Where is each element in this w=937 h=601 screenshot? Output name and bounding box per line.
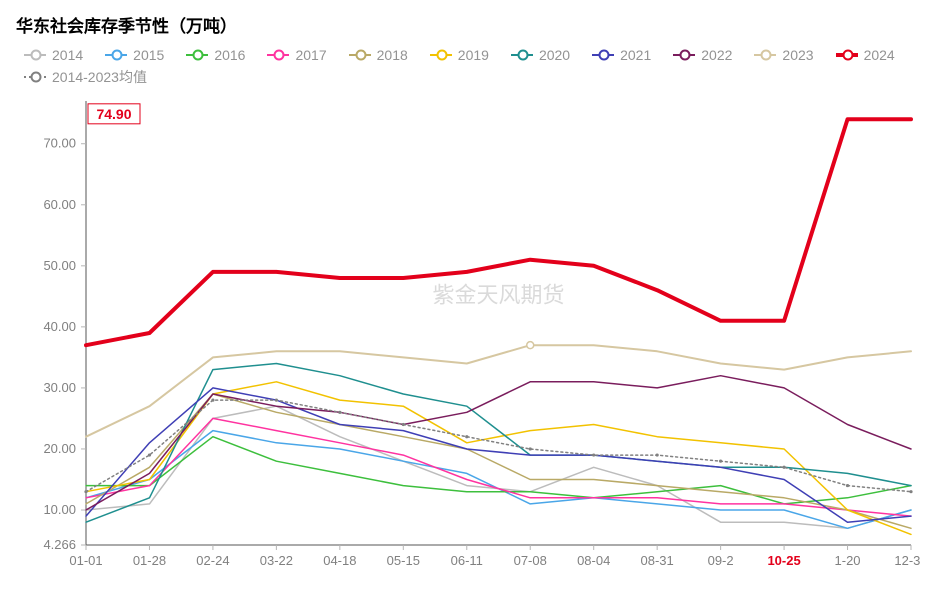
legend-item-2020[interactable]: 2020 — [511, 47, 570, 63]
legend-label-2018: 2018 — [377, 47, 408, 63]
x-tick-label: 03-22 — [260, 553, 293, 568]
y-tick-label: 10.00 — [43, 502, 76, 517]
legend-item-avg[interactable]: 2014-2023均值 — [24, 67, 147, 87]
legend-item-2022[interactable]: 2022 — [673, 47, 732, 63]
legend-label-2020: 2020 — [539, 47, 570, 63]
x-tick-label: 06-11 — [451, 553, 483, 568]
legend-item-2018[interactable]: 2018 — [349, 47, 408, 63]
legend-item-2016[interactable]: 2016 — [186, 47, 245, 63]
x-tick-label: 01-28 — [133, 553, 166, 568]
y-tick-label: 50.00 — [43, 258, 76, 273]
legend-swatch-2014 — [24, 50, 46, 60]
legend-swatch-2017 — [267, 50, 289, 60]
x-tick-label: 05-15 — [387, 553, 420, 568]
legend-label-2024: 2024 — [864, 47, 895, 63]
series-2023-marker — [527, 342, 534, 349]
x-tick-label: 08-31 — [641, 553, 674, 568]
legend-item-2023[interactable]: 2023 — [754, 47, 813, 63]
series-avg-dot — [148, 453, 151, 456]
legend-label-2014: 2014 — [52, 47, 83, 63]
y-tick-label: 20.00 — [43, 441, 76, 456]
legend-label-2015: 2015 — [133, 47, 164, 63]
y-tick-label: 70.00 — [43, 136, 76, 151]
legend-swatch-2021 — [592, 50, 614, 60]
series-avg-dot — [719, 460, 722, 463]
legend-item-2017[interactable]: 2017 — [267, 47, 326, 63]
x-tick-label: 01-01 — [69, 553, 102, 568]
legend-swatch-2015 — [105, 50, 127, 60]
legend-swatch-2019 — [430, 50, 452, 60]
series-avg-dot — [909, 490, 912, 493]
legend-item-2021[interactable]: 2021 — [592, 47, 651, 63]
series-2015 — [86, 431, 911, 529]
x-tick-label: 12-31 — [894, 553, 921, 568]
x-tick-label: 02-24 — [196, 553, 229, 568]
series-avg-dot — [529, 447, 532, 450]
line-chart-svg: 4.266 10.00 20.00 30.00 40.00 50.00 60.00 70.00… — [16, 95, 921, 575]
series-avg-dot — [592, 453, 595, 456]
series-avg-dot — [465, 435, 468, 438]
series-avg-dot — [211, 399, 214, 402]
y-tick-label: 60.00 — [43, 197, 76, 212]
y-tick-label: 30.00 — [43, 380, 76, 395]
watermark: 紫金天风期货 — [432, 282, 564, 307]
legend-swatch-2018 — [349, 50, 371, 60]
series-2018 — [86, 394, 911, 528]
legend-swatch-2016 — [186, 50, 208, 60]
series-avg-dot — [275, 399, 278, 402]
y-tick-label: 40.00 — [43, 319, 76, 334]
chart-area: 4.266 10.00 20.00 30.00 40.00 50.00 60.00 70.00… — [16, 95, 921, 575]
series-avg-dot — [402, 423, 405, 426]
series-avg-dot — [846, 484, 849, 487]
series-avg-dot — [84, 490, 87, 493]
legend-swatch-2023 — [754, 50, 776, 60]
x-tick-label: 10-25 — [767, 553, 800, 568]
legend-swatch-2022 — [673, 50, 695, 60]
legend-item-2014[interactable]: 2014 — [24, 47, 83, 63]
legend-item-2024[interactable]: 2024 — [836, 47, 895, 63]
series-2024 — [86, 119, 911, 345]
legend-label-2019: 2019 — [458, 47, 489, 63]
series-avg-dot — [338, 411, 341, 414]
y-tick-label: 4.266 — [43, 537, 76, 552]
legend-swatch-avg — [24, 72, 46, 82]
series-avg-dot — [656, 453, 659, 456]
legend-swatch-2020 — [511, 50, 533, 60]
series-2016 — [86, 437, 911, 504]
x-tick-label: 08-04 — [577, 553, 610, 568]
series-avg-dot — [782, 466, 785, 469]
x-tick-label: 07-08 — [514, 553, 547, 568]
legend-label-2021: 2021 — [620, 47, 651, 63]
x-tick-label: 04-18 — [323, 553, 356, 568]
x-tick-label: 1-20 — [835, 553, 861, 568]
series-avg — [86, 400, 911, 492]
legend-label-2017: 2017 — [295, 47, 326, 63]
legend-item-2019[interactable]: 2019 — [430, 47, 489, 63]
legend-label-2016: 2016 — [214, 47, 245, 63]
chart-title: 华东社会库存季节性（万吨） — [16, 12, 921, 37]
series-2021 — [86, 388, 911, 522]
legend-label-avg: 2014-2023均值 — [52, 67, 147, 87]
legend: 2014 2015 2016 2017 2018 2019 2020 2021 2022 2023… — [16, 47, 921, 87]
legend-label-2022: 2022 — [701, 47, 732, 63]
x-tick-label: 09-2 — [708, 553, 734, 568]
legend-label-2023: 2023 — [782, 47, 813, 63]
legend-swatch-2024 — [836, 50, 858, 60]
callout-value: 74.90 — [96, 106, 131, 122]
legend-item-2015[interactable]: 2015 — [105, 47, 164, 63]
